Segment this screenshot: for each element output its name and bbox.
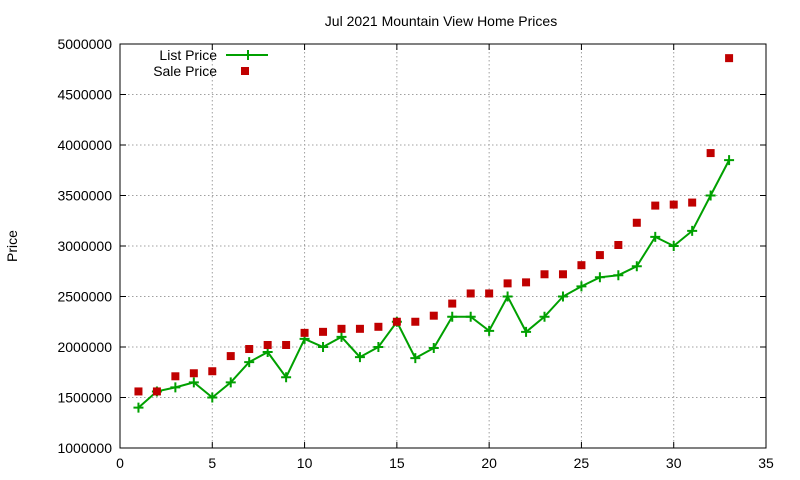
point-sale-price — [632, 218, 641, 227]
y-tick-label: 1500000 — [57, 390, 112, 406]
point-list-price — [576, 281, 587, 292]
point-sale-price — [466, 289, 475, 298]
point-sale-price — [725, 54, 734, 63]
point-list-price — [207, 392, 218, 403]
point-sale-price — [448, 299, 457, 308]
point-sale-price — [503, 279, 512, 288]
series-layer — [133, 54, 735, 413]
y-tick-label: 3500000 — [57, 188, 112, 204]
point-sale-price — [152, 387, 161, 396]
y-tick-label: 4000000 — [57, 137, 112, 153]
axes: 0 5 10 15 20 25 30 35 1000000 1500000 2000000 25000… — [57, 36, 774, 471]
point-sale-price — [226, 352, 235, 361]
point-list-price — [594, 272, 605, 283]
point-list-price — [502, 291, 513, 302]
plot-frame — [119, 43, 767, 449]
x-tick-label: 20 — [481, 455, 497, 471]
point-list-price — [447, 311, 458, 322]
point-sale-price — [300, 328, 309, 337]
point-sale-price — [208, 367, 217, 376]
point-list-price — [521, 326, 532, 337]
x-tick-label: 30 — [666, 455, 682, 471]
point-sale-price — [429, 311, 438, 320]
point-sale-price — [522, 278, 531, 287]
point-list-price — [225, 377, 236, 388]
grid-lines — [120, 44, 766, 448]
point-sale-price — [411, 317, 420, 326]
chart-title: Jul 2021 Mountain View Home Prices — [325, 13, 557, 29]
point-sale-price — [134, 387, 143, 396]
point-sale-price — [171, 372, 180, 381]
x-tick-label: 25 — [574, 455, 590, 471]
point-list-price — [668, 241, 679, 251]
point-sale-price — [669, 200, 678, 209]
point-list-price — [318, 342, 329, 352]
x-tick-label: 15 — [389, 455, 405, 471]
point-list-price — [484, 325, 495, 336]
point-list-price — [354, 352, 365, 363]
point-sale-price — [540, 270, 549, 279]
y-tick-label: 2500000 — [57, 289, 112, 305]
legend-marker-sale-price — [241, 67, 249, 75]
point-list-price — [428, 343, 439, 354]
point-sale-price — [688, 198, 697, 207]
x-tick-label: 0 — [116, 455, 124, 471]
point-sale-price — [263, 340, 272, 349]
point-sale-price — [189, 369, 198, 378]
point-sale-price — [355, 324, 364, 333]
point-list-price — [557, 291, 568, 302]
point-sale-price — [614, 240, 623, 249]
point-sale-price — [485, 289, 494, 298]
point-list-price — [281, 372, 292, 383]
y-tick-label: 5000000 — [57, 36, 112, 52]
y-tick-label: 2000000 — [57, 339, 112, 355]
point-sale-price — [595, 251, 604, 260]
point-sale-price — [651, 201, 660, 210]
point-sale-price — [282, 340, 291, 349]
legend-label-list-price: List Price — [159, 47, 217, 63]
point-list-price — [613, 270, 624, 281]
point-sale-price — [577, 261, 586, 270]
point-list-price — [705, 190, 716, 201]
y-tick-label: 3000000 — [57, 238, 112, 254]
point-sale-price — [337, 324, 346, 333]
point-list-price — [539, 311, 550, 322]
point-sale-price — [392, 317, 401, 326]
point-sale-price — [706, 149, 715, 158]
point-sale-price — [245, 345, 254, 354]
y-tick-label: 4500000 — [57, 87, 112, 103]
point-sale-price — [558, 270, 567, 279]
point-list-price — [687, 225, 698, 236]
point-list-price — [244, 357, 255, 368]
point-list-price — [373, 342, 384, 352]
point-list-price — [336, 331, 347, 342]
point-list-price — [465, 311, 476, 322]
x-tick-label: 10 — [297, 455, 313, 471]
point-list-price — [410, 353, 421, 364]
legend-label-sale-price: Sale Price — [153, 63, 217, 79]
point-sale-price — [319, 327, 328, 336]
point-list-price — [188, 377, 199, 388]
point-list-price — [133, 402, 144, 413]
legend: List Price Sale Price — [153, 47, 268, 79]
legend-marker-list-price — [243, 50, 253, 60]
x-tick-label: 5 — [208, 455, 216, 471]
point-list-price — [724, 155, 735, 166]
point-list-price — [650, 231, 661, 242]
y-axis-label: Price — [4, 230, 20, 262]
point-sale-price — [374, 322, 383, 331]
point-list-price — [631, 261, 642, 272]
y-tick-label: 1000000 — [57, 440, 112, 456]
point-list-price — [170, 382, 181, 393]
x-tick-label: 35 — [758, 455, 774, 471]
